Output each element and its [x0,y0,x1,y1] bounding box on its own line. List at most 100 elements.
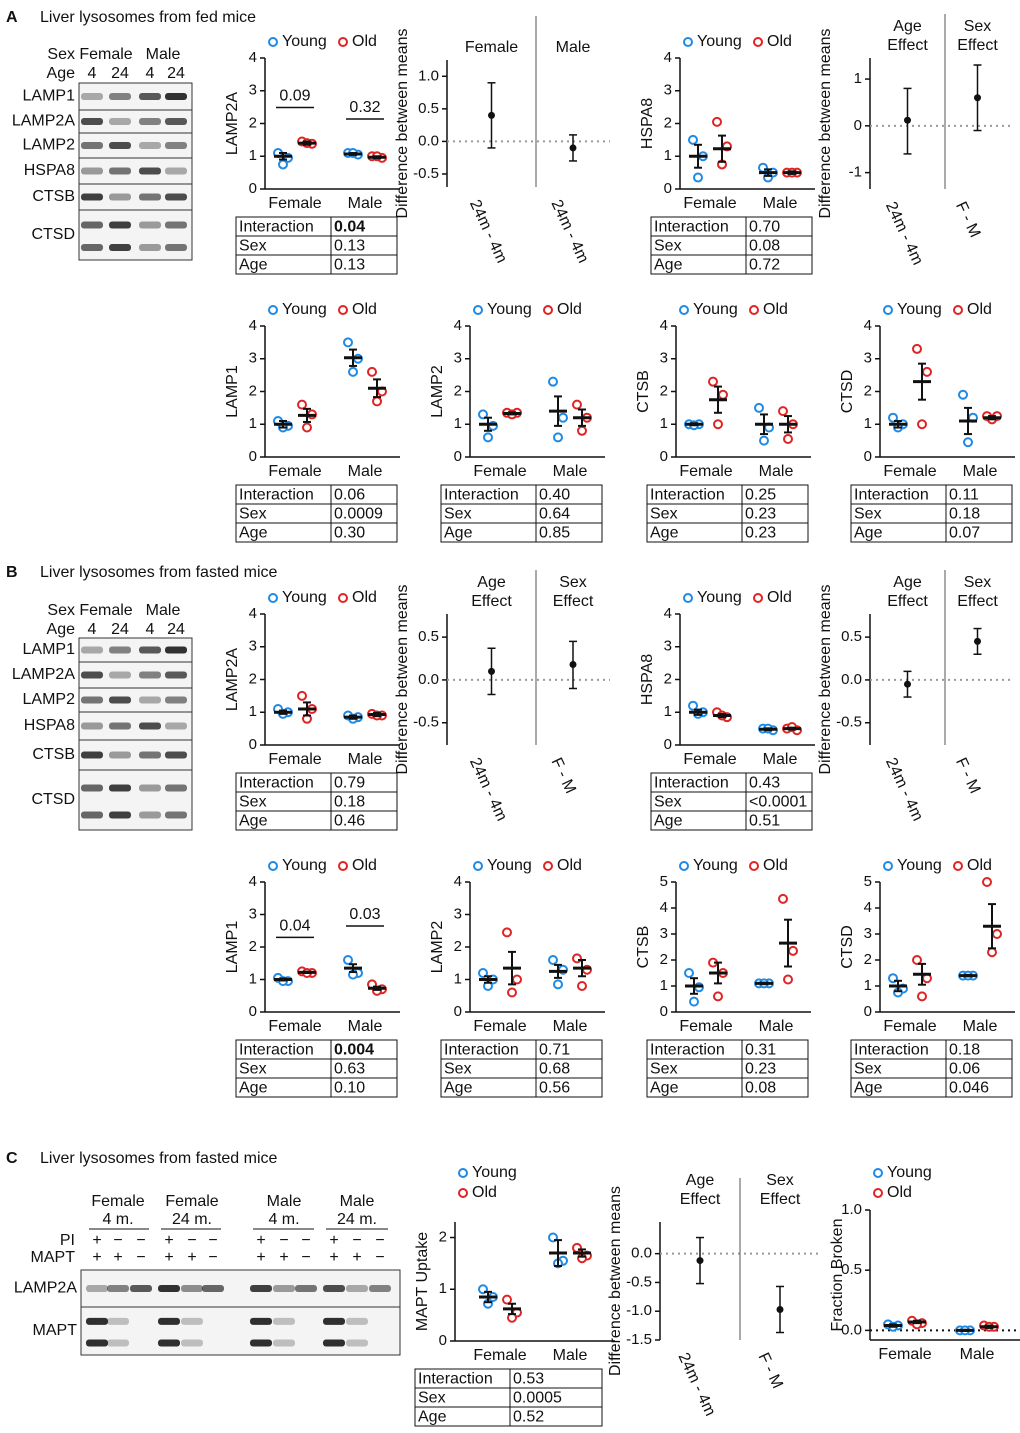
blot-band [81,696,103,704]
data-point [278,159,288,170]
bracket-label: 0.04 [279,918,310,935]
legend-label: Old [763,857,788,874]
stats-table [850,484,1013,543]
y-tick-label: 1 [454,970,462,987]
data-point [577,425,587,436]
legend-marker [338,593,348,603]
blot-header-label: Sex [47,602,75,619]
legend-marker [458,1168,468,1178]
y-tick-label: 0.5 [418,628,439,645]
stats-p: 0.08 [745,1080,776,1097]
legend-marker [749,305,759,315]
blot-band [109,244,131,251]
blot-band [139,193,161,201]
blot-strip [80,1306,401,1356]
legend-label: Young [887,1164,932,1181]
y-axis-label: Difference between means [817,28,834,218]
stats-p: 0.004 [334,1042,374,1059]
blot-band [81,142,103,149]
blot-sign: + [187,1249,196,1266]
y-tick-label: 0 [660,1003,668,1020]
y-tick-label: 2 [439,1228,447,1245]
blot-header: 4 [88,621,97,638]
data-point [343,337,353,348]
y-tick-label: 1 [454,415,462,432]
data-point [987,947,997,958]
legend-marker [543,305,553,315]
stats-table [414,1368,603,1427]
legend-marker [338,305,348,315]
y-tick-label: 3 [454,350,462,367]
x-tick-label: Male [553,1347,588,1364]
x-tick-label: Female [268,1018,321,1035]
y-tick-label: 4 [660,899,668,916]
data-point [992,929,1002,939]
column-header: Effect [760,1191,801,1208]
y-tick-label: 2 [249,382,257,399]
stats-p: 0.56 [539,1080,570,1097]
data-point [367,366,377,377]
y-tick-label: -0.5 [626,1273,652,1290]
data-point [548,955,558,965]
stats-p: 0.06 [949,1061,980,1078]
y-tick-label: 2 [864,951,872,968]
blot-band [165,671,187,679]
blot-header: Male [146,46,181,63]
legend-label: Young [282,33,327,50]
legend-marker [679,305,689,315]
blot-band [109,722,131,730]
y-axis-label: CTSB [635,926,652,969]
data-point [917,991,927,1002]
y-tick-label: 0.5 [418,100,439,117]
stats-table [650,216,813,275]
blot-header: 4 [146,65,155,82]
blot-group-header: 24 m. [172,1211,212,1228]
blot-band [295,1285,317,1292]
stats-name: Interaction [654,219,729,236]
legend-marker [953,861,963,871]
y-tick-label: 4 [454,317,462,334]
stats-name: Sex [650,1061,678,1078]
stats-name: Age [444,525,473,542]
blot-band [81,118,103,125]
y-axis-label: LAMP2 [429,921,446,974]
blot-band-label: CTSB [32,188,75,205]
y-tick-label: 0 [454,448,462,465]
blot-sign: − [208,1232,217,1249]
mean-point [904,680,911,688]
blot-band [81,722,103,730]
y-tick-label: 4 [454,873,462,890]
stats-name: Interaction [650,487,725,504]
stats-p: 0.46 [334,813,365,830]
blot-header: Female [79,46,132,63]
legend-label: Old [767,589,792,606]
stats-table [440,484,603,543]
stats-name: Interaction [239,487,314,504]
data-point [963,437,973,448]
mean-point [974,94,981,102]
stats-p: 0.52 [513,1409,544,1426]
blot-sign: + [92,1249,101,1266]
x-tick-label: Male [963,463,998,480]
legend-marker [543,861,553,871]
blot-band [202,1285,224,1292]
stats-name: Age [654,813,683,830]
column-header: Male [556,39,591,56]
legend-marker [268,593,278,603]
stats-name: Sex [444,506,472,523]
legend-label: Young [697,33,742,50]
stats-name: Age [239,1080,268,1097]
x-tick-label: Male [963,1018,998,1035]
blot-band [346,1317,368,1325]
blot-header-label: Age [47,65,76,82]
blot-band [109,751,131,759]
blot-band [165,118,187,125]
x-tick-label: F - M [952,199,983,240]
blot-band [165,193,187,201]
blot-band [139,142,161,149]
x-tick-label: Male [348,751,383,768]
blot-band [81,193,103,201]
y-axis-label: CTSD [839,370,856,414]
mean-point [488,111,495,119]
legend-marker [473,861,483,871]
